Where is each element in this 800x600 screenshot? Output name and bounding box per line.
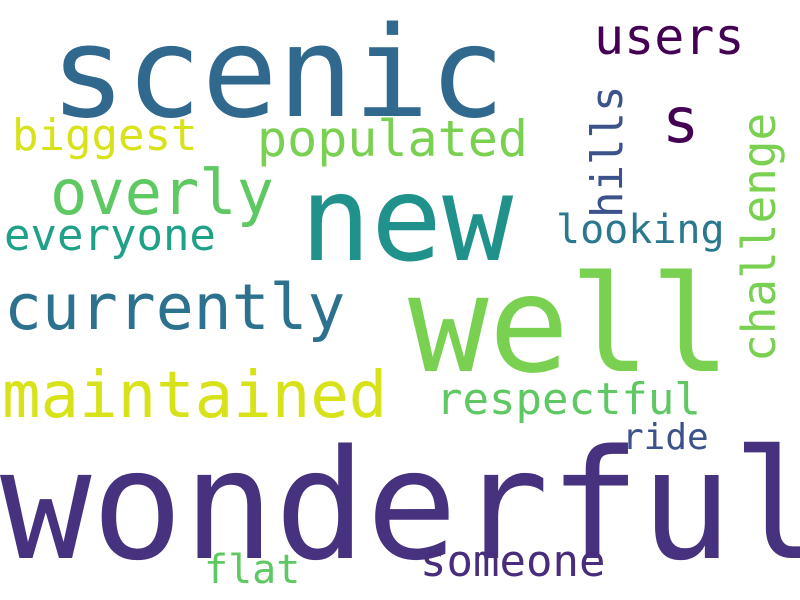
word-hills: hills — [582, 85, 633, 218]
word-wonderful: wonderful — [0, 417, 800, 594]
word-biggest: biggest — [12, 110, 198, 161]
word-users: users — [594, 8, 745, 66]
word-looking: looking — [556, 207, 725, 253]
word-s: s — [662, 84, 700, 157]
word-new: new — [300, 150, 514, 288]
word-respectful: respectful — [436, 374, 701, 425]
word-currently: currently — [4, 271, 346, 344]
word-someone: someone — [420, 536, 606, 587]
word-everyone: everyone — [4, 210, 216, 261]
word-scenic: scenic — [50, 0, 506, 146]
word-maintained: maintained — [2, 359, 388, 433]
word-challenge: challenge — [732, 112, 786, 362]
word-populated: populated — [257, 110, 528, 168]
word-well: well — [408, 247, 731, 403]
word-flat: flat — [204, 547, 301, 593]
word-overly: overly — [50, 156, 274, 229]
word-ride: ride — [622, 417, 709, 458]
